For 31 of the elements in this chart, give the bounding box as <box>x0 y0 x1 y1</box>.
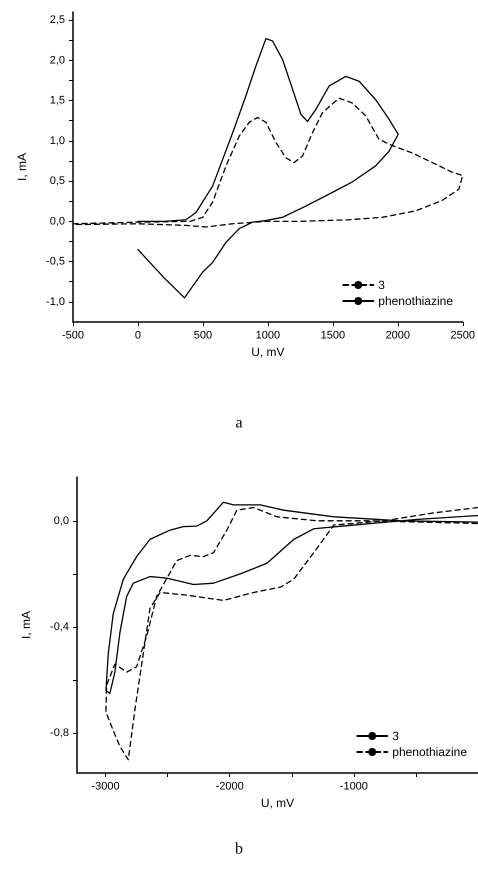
y-tick-label: 0,0 <box>54 514 69 527</box>
x-tick-label: 2000 <box>386 330 410 342</box>
legend-label: phenothiazine <box>378 294 454 308</box>
x-tick-label: -500 <box>62 330 84 342</box>
x-axis-title: U, mV <box>260 796 294 810</box>
y-tick-label: -0,8 <box>50 727 69 740</box>
y-tick-label: 1,0 <box>50 134 65 147</box>
legend-label: 3 <box>392 729 400 743</box>
legend-label: phenothiazine <box>392 745 468 759</box>
x-tick-label: 500 <box>194 330 212 342</box>
x-tick-label: 1000 <box>256 330 280 342</box>
y-tick-label: 1,5 <box>50 94 65 107</box>
x-tick-label: 0 <box>134 330 142 342</box>
y-tick-label: -0,5 <box>46 256 65 268</box>
y-tick-label: 0,5 <box>50 175 65 188</box>
y-tick-label: 2,0 <box>50 54 65 66</box>
y-axis-title: I, mA <box>19 610 33 640</box>
text: b <box>235 840 243 858</box>
text: a <box>235 414 243 432</box>
y-tick-label: 0,0 <box>50 215 65 228</box>
x-axis-title: U, mV <box>251 345 285 359</box>
x-tick-label: 2500 <box>450 330 476 342</box>
y-axis-title: I, mA <box>15 152 29 182</box>
legend-label: 3 <box>378 278 386 292</box>
y-tick-label: -1,0 <box>46 296 65 308</box>
y-tick-label: 2,5 <box>50 14 65 26</box>
x-tick-label: -1000 <box>340 780 368 792</box>
x-tick-label: 1500 <box>320 330 346 342</box>
y-tick-label: -0,4 <box>50 620 69 633</box>
x-tick-label: -3000 <box>91 780 120 792</box>
x-tick-label: -2000 <box>216 780 244 792</box>
